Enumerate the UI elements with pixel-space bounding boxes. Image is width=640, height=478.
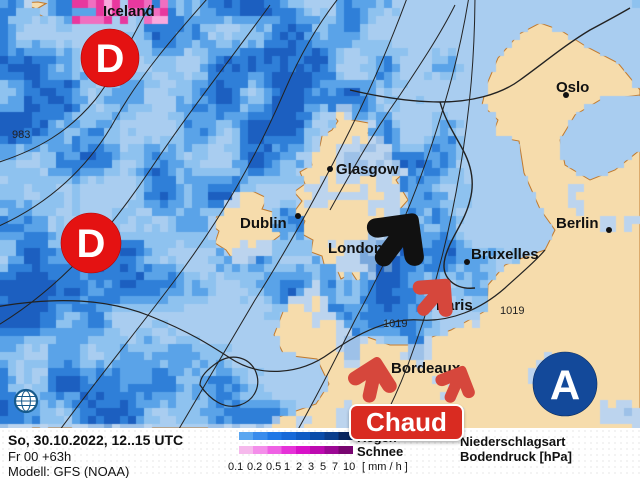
svg-text:D: D bbox=[77, 222, 106, 266]
svg-text:London: London bbox=[328, 240, 383, 257]
svg-text:1019: 1019 bbox=[500, 305, 524, 317]
svg-text:A: A bbox=[550, 362, 580, 409]
svg-text:Iceland: Iceland bbox=[103, 3, 155, 20]
svg-text:Glasgow: Glasgow bbox=[336, 161, 399, 178]
svg-text:1019: 1019 bbox=[383, 318, 407, 330]
svg-text:D: D bbox=[96, 37, 125, 81]
svg-text:Berlin: Berlin bbox=[556, 215, 599, 232]
svg-text:983: 983 bbox=[12, 129, 30, 141]
svg-text:Oslo: Oslo bbox=[556, 79, 589, 96]
svg-text:Dublin: Dublin bbox=[240, 215, 287, 232]
svg-text:Bruxelles: Bruxelles bbox=[471, 246, 539, 263]
